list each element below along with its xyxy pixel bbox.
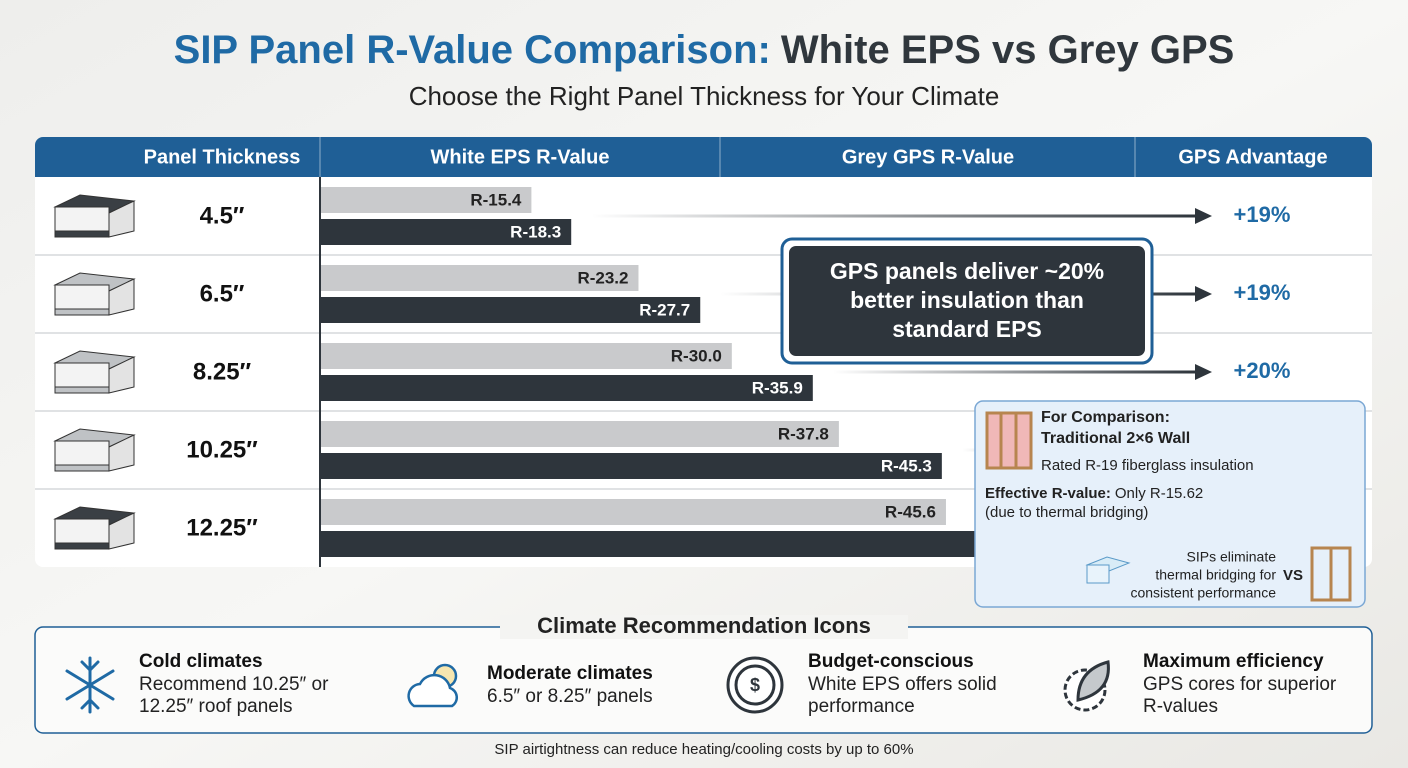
advantage-label: +19% (1234, 202, 1291, 227)
arrow-head (1195, 364, 1212, 380)
panel-icon-side (108, 434, 135, 472)
callout-box (789, 246, 1145, 356)
value-label: R-15.4 (470, 190, 522, 209)
bar (320, 499, 946, 525)
coin-symbol: $ (750, 675, 760, 695)
arrow-shaft (832, 370, 1195, 374)
value-label: R-27.7 (639, 300, 690, 319)
climate-item-title: Maximum efficiency (1143, 651, 1324, 672)
panel-icon-side (108, 356, 135, 394)
effective-label: Effective R-value: (985, 485, 1111, 502)
subtitle: Choose the Right Panel Thickness for You… (409, 81, 1000, 111)
comparison-text: Effective R-value: Only R-15.62 (985, 485, 1203, 502)
callout-text: standard EPS (892, 316, 1042, 342)
title-part: SIP Panel R-Value Comparison: (174, 28, 771, 72)
leaf-icon (1063, 660, 1110, 712)
climate-item-text: GPS cores for superior (1143, 674, 1337, 695)
bar (320, 421, 839, 447)
arrow-head (1195, 208, 1212, 224)
panel-icon-base (54, 464, 110, 472)
footnote: SIP airtightness can reduce heating/cool… (494, 741, 913, 758)
value-label: R-45.3 (881, 456, 932, 475)
sips-text: thermal bridging for (1155, 567, 1276, 583)
bar (320, 297, 701, 323)
value-label: R-37.8 (778, 424, 829, 443)
climate-item-text: 6.5″ or 8.25″ panels (487, 686, 653, 707)
sip-icon (1085, 556, 1131, 584)
thickness-label: 12.25″ (186, 514, 258, 541)
value-label: R-35.9 (752, 378, 803, 397)
panel-icon-side (108, 278, 135, 316)
comparison-title: Traditional 2×6 Wall (1041, 430, 1190, 447)
comparison-title: For Comparison: (1041, 409, 1170, 426)
comparison-box: For Comparison: Traditional 2×6 Wall Rat… (974, 400, 1366, 608)
panel-icon-base (54, 308, 110, 316)
callout-text: GPS panels deliver ~20% (830, 258, 1104, 284)
comparison-note: (due to thermal bridging) (985, 504, 1148, 521)
column-header: Panel Thickness (144, 146, 301, 168)
panel-icon-base (54, 230, 110, 238)
sips-text: SIPs eliminate (1187, 549, 1277, 565)
callout-text: better insulation than (850, 287, 1084, 313)
value-label: R-30.0 (671, 346, 722, 365)
effective-text: Only R-15.62 (1115, 485, 1203, 502)
climate-item-title: Budget-conscious (808, 651, 974, 672)
table-header (35, 137, 1372, 177)
advantage-label: +20% (1234, 358, 1291, 383)
comparison-text: Rated R-19 fiberglass insulation (1041, 457, 1254, 474)
advantage-label: +19% (1234, 280, 1291, 305)
coin-icon (726, 656, 784, 714)
bar (320, 531, 1071, 557)
thickness-label: 8.25″ (193, 358, 252, 385)
value-label: R-45.6 (885, 502, 936, 521)
value-label: R-23.2 (577, 268, 628, 287)
vs-label: VS (1283, 567, 1303, 584)
wall-icon (985, 411, 1033, 470)
bar (320, 187, 532, 213)
climate-item-text: 12.25″ roof panels (139, 696, 293, 717)
panel-icon-base (54, 386, 110, 394)
climate-item-title: Cold climates (139, 651, 263, 672)
bar (320, 343, 732, 369)
climate-item-text: R-values (1143, 696, 1218, 717)
arrow-shaft (591, 214, 1195, 218)
climate-item-text: performance (808, 696, 915, 717)
stud-icon (1310, 546, 1352, 602)
climate-item-text: Recommend 10.25″ or (139, 674, 329, 695)
panel-icon-side (108, 512, 135, 550)
panel-icon-base (54, 542, 110, 550)
comparison-frame (974, 400, 1366, 608)
panel-icon-side (108, 200, 135, 238)
cloud-icon (407, 663, 459, 708)
climate-title: Climate Recommendation Icons (537, 613, 871, 638)
value-label: R-18.3 (510, 222, 561, 241)
title: SIP Panel R-Value Comparison: White EPS v… (174, 28, 1235, 72)
column-header: White EPS R-Value (431, 146, 610, 168)
snow-icon (65, 656, 115, 714)
thickness-label: 6.5″ (200, 280, 245, 307)
bar (320, 265, 639, 291)
sips-text: consistent performance (1130, 585, 1276, 601)
column-header: Grey GPS R-Value (842, 146, 1014, 168)
climate-section: Climate Recommendation Icons $ (34, 613, 1373, 734)
arrow-head (1195, 286, 1212, 302)
title-highlight: White EPS vs Grey GPS (781, 28, 1235, 72)
thickness-label: 10.25″ (186, 436, 258, 463)
climate-title-bg (500, 615, 908, 639)
thickness-label: 4.5″ (200, 202, 245, 229)
column-header: GPS Advantage (1178, 146, 1327, 168)
bar (320, 219, 572, 245)
bar (320, 375, 813, 401)
bar (320, 453, 942, 479)
climate-item-text: White EPS offers solid (808, 674, 997, 695)
climate-item-title: Moderate climates (487, 663, 653, 684)
callout: GPS panels deliver ~20% better insulatio… (780, 237, 1154, 365)
